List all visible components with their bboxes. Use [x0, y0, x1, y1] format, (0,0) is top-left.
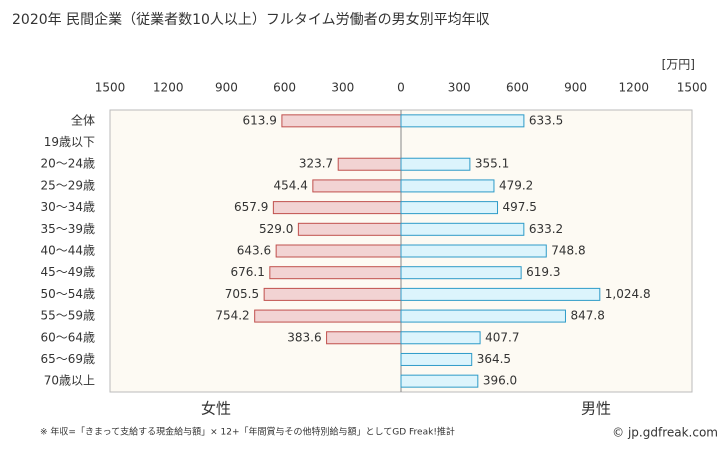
value-label: 633.2	[529, 222, 563, 236]
x-tick-label: 600	[273, 81, 296, 95]
bar	[269, 266, 402, 280]
unit-label: [万円]	[662, 58, 695, 72]
bar	[400, 374, 479, 388]
value-label: 396.0	[483, 374, 517, 388]
y-tick-label: 55～59歳	[40, 309, 95, 323]
bar	[272, 201, 402, 215]
bar	[297, 222, 402, 236]
legend-label: 男性	[581, 400, 611, 418]
source: © jp.gdfreak.com	[612, 426, 718, 440]
bar	[400, 222, 525, 236]
value-label: 497.5	[503, 200, 537, 214]
value-label: 754.2	[215, 309, 249, 323]
bar	[281, 114, 402, 128]
bar	[254, 309, 402, 323]
value-label: 454.4	[273, 178, 307, 192]
x-tick-label: 1500	[677, 81, 708, 95]
value-label: 847.8	[570, 309, 604, 323]
y-tick-label: 45～49歳	[40, 265, 95, 279]
y-tick-label: 40～44歳	[40, 244, 95, 258]
bar	[263, 287, 402, 301]
bar	[400, 266, 522, 280]
value-label: 383.6	[287, 330, 321, 344]
bar	[337, 157, 402, 171]
value-label: 364.5	[477, 352, 511, 366]
value-label: 479.2	[499, 178, 533, 192]
bar	[400, 157, 471, 171]
bar	[400, 201, 499, 215]
value-label: 705.5	[225, 287, 259, 301]
value-label: 613.9	[243, 113, 277, 127]
bar	[275, 244, 402, 258]
bar	[400, 352, 473, 366]
chart-title: 2020年 民間企業（従業者数10人以上）フルタイム労働者の男女別平均年収	[12, 11, 490, 28]
y-tick-label: 25～29歳	[40, 178, 95, 192]
value-label: 407.7	[485, 330, 519, 344]
value-label: 633.5	[529, 113, 563, 127]
y-tick-label: 60～64歳	[40, 330, 95, 344]
value-label: 657.9	[234, 200, 268, 214]
bar	[326, 331, 402, 345]
bar	[400, 244, 547, 258]
x-tick-label: 0	[397, 81, 405, 95]
value-label: 1,024.8	[605, 287, 651, 301]
bar	[400, 331, 481, 345]
bar	[400, 287, 601, 301]
x-tick-label: 1200	[153, 81, 184, 95]
y-tick-label: 全体	[71, 112, 95, 127]
x-tick-label: 1500	[95, 81, 126, 95]
legend-label: 女性	[201, 400, 231, 418]
y-tick-label: 20～24歳	[40, 157, 95, 171]
footnote: ※ 年収=「きまって支給する現金給与額」× 12+「年間賞与その他特別給与額」と…	[40, 426, 455, 438]
x-tick-label: 1200	[619, 81, 650, 95]
x-tick-label: 600	[506, 81, 529, 95]
bar	[400, 114, 525, 128]
value-label: 748.8	[551, 244, 585, 258]
bar	[312, 179, 402, 193]
x-tick-label: 900	[215, 81, 238, 95]
value-label: 529.0	[259, 222, 293, 236]
x-tick-label: 900	[564, 81, 587, 95]
y-tick-label: 19歳以下	[44, 135, 95, 149]
y-tick-label: 35～39歳	[40, 222, 95, 236]
value-label: 355.1	[475, 157, 509, 171]
y-tick-label: 30～34歳	[40, 200, 95, 214]
value-label: 619.3	[526, 265, 560, 279]
bar	[400, 309, 566, 323]
bar	[400, 179, 495, 193]
y-tick-label: 70歳以上	[44, 374, 95, 388]
value-label: 323.7	[299, 157, 333, 171]
y-tick-label: 50～54歳	[40, 287, 95, 301]
y-tick-label: 65～69歳	[40, 352, 95, 366]
value-label: 643.6	[237, 244, 271, 258]
x-tick-label: 300	[331, 81, 354, 95]
x-tick-label: 300	[448, 81, 471, 95]
value-label: 676.1	[230, 265, 264, 279]
